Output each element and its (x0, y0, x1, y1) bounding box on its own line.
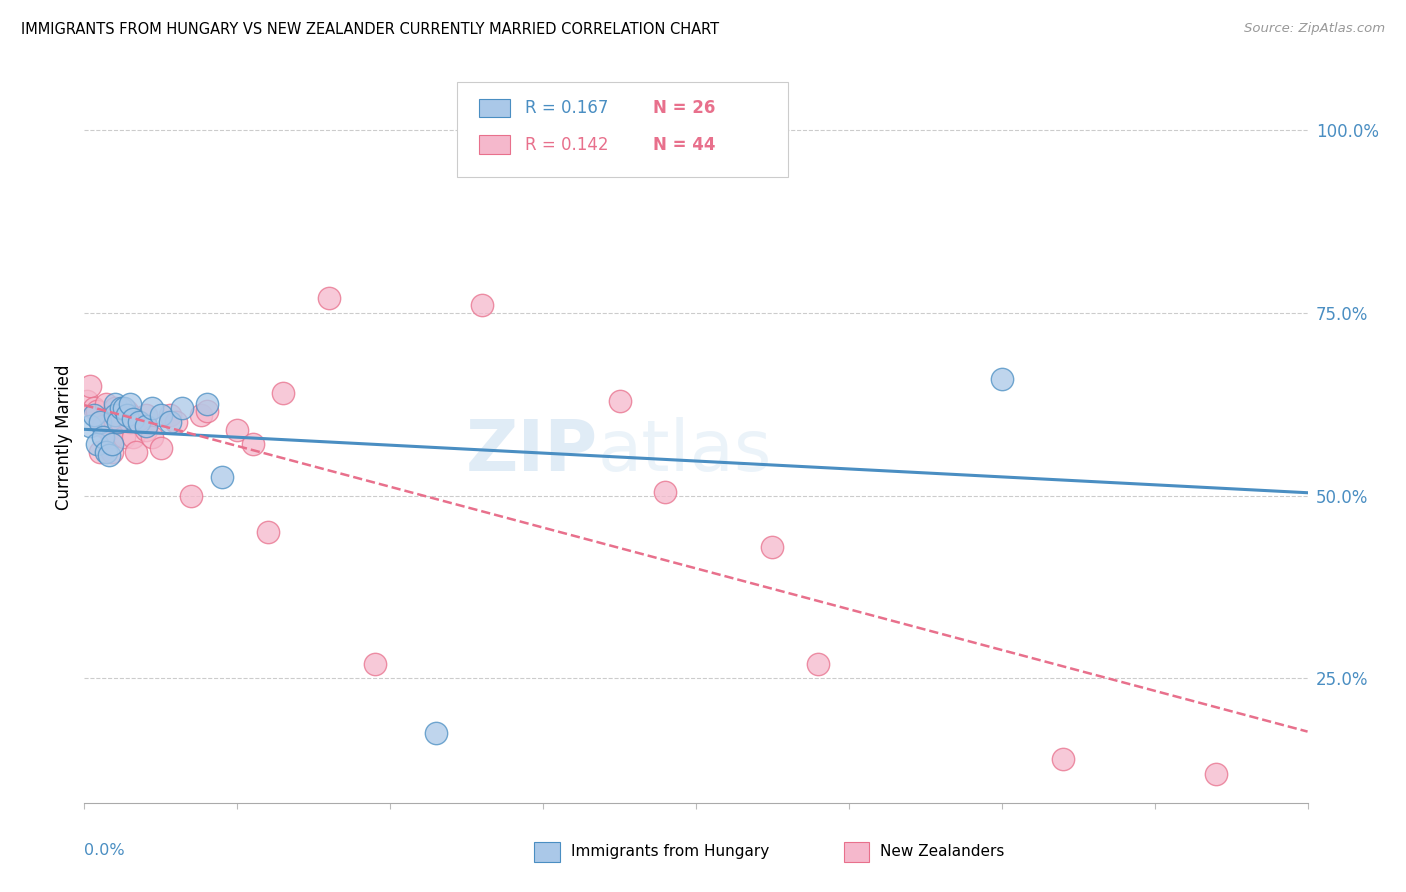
Y-axis label: Currently Married: Currently Married (55, 364, 73, 510)
Text: New Zealanders: New Zealanders (880, 845, 1004, 859)
Point (128, 416, 150, 430)
Point (609, 393, 631, 408)
Point (165, 416, 187, 430)
Text: Immigrants from Hungary: Immigrants from Hungary (571, 845, 769, 859)
FancyBboxPatch shape (479, 136, 510, 153)
Point (94, 397, 117, 411)
Point (86, 437, 108, 451)
Point (79, 419, 101, 434)
Point (211, 470, 233, 484)
Point (112, 430, 135, 444)
Point (159, 408, 181, 422)
Point (115, 408, 138, 422)
Point (807, 657, 830, 671)
Point (107, 416, 129, 430)
Point (79, 379, 101, 393)
Point (318, 291, 340, 305)
Point (86, 404, 108, 418)
Point (1205, 766, 1227, 780)
Point (112, 401, 135, 415)
Text: 0.0%: 0.0% (84, 843, 125, 858)
Point (135, 419, 157, 434)
Point (226, 423, 249, 437)
Point (97, 423, 120, 437)
Point (135, 408, 157, 422)
Point (122, 430, 145, 444)
Point (364, 657, 387, 671)
Point (141, 401, 163, 415)
Point (83, 401, 105, 415)
FancyBboxPatch shape (457, 82, 787, 178)
Point (271, 386, 294, 401)
Point (120, 397, 142, 411)
Point (120, 408, 142, 422)
Text: N = 44: N = 44 (654, 136, 716, 153)
Point (172, 401, 194, 415)
Text: Source: ZipAtlas.com: Source: ZipAtlas.com (1244, 22, 1385, 36)
Point (94, 444, 117, 458)
Point (91, 419, 114, 434)
Point (654, 485, 676, 500)
Point (195, 397, 218, 411)
Text: atlas: atlas (598, 417, 772, 486)
Point (991, 371, 1014, 385)
Point (195, 404, 218, 418)
Point (257, 525, 280, 540)
Point (1052, 752, 1074, 766)
Point (125, 444, 148, 458)
Point (101, 430, 124, 444)
Point (141, 430, 163, 444)
Point (242, 437, 264, 451)
Point (110, 401, 132, 415)
Point (761, 540, 783, 554)
Point (149, 441, 172, 455)
Text: R = 0.142: R = 0.142 (524, 136, 609, 153)
Point (190, 408, 212, 422)
Point (91, 430, 114, 444)
Point (120, 416, 142, 430)
Point (104, 401, 127, 415)
Point (128, 416, 150, 430)
Point (425, 726, 447, 740)
Text: ZIP: ZIP (465, 417, 598, 486)
Point (101, 437, 124, 451)
Point (89, 416, 111, 430)
Point (89, 444, 111, 458)
Point (89, 416, 111, 430)
Point (76, 393, 98, 408)
Point (122, 412, 145, 426)
Point (104, 408, 127, 422)
Point (107, 408, 129, 422)
Text: N = 26: N = 26 (654, 99, 716, 117)
Point (115, 404, 138, 418)
Point (159, 416, 181, 430)
Point (97, 448, 120, 462)
Point (110, 416, 132, 430)
Point (149, 408, 172, 422)
Point (101, 444, 124, 458)
Text: IMMIGRANTS FROM HUNGARY VS NEW ZEALANDER CURRENTLY MARRIED CORRELATION CHART: IMMIGRANTS FROM HUNGARY VS NEW ZEALANDER… (21, 22, 720, 37)
FancyBboxPatch shape (479, 99, 510, 117)
Point (104, 397, 127, 411)
Point (471, 298, 494, 312)
Point (104, 416, 127, 430)
Point (135, 423, 157, 437)
Point (180, 489, 202, 503)
Point (83, 408, 105, 422)
Text: R = 0.167: R = 0.167 (524, 99, 607, 117)
